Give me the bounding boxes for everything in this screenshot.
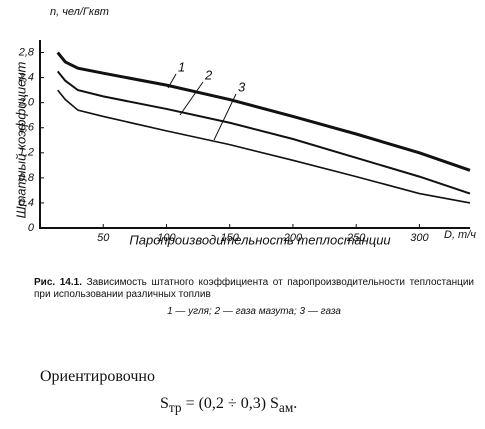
caption-title: Зависимость штатного коэффициента от пар… — [34, 277, 474, 300]
x-tick-label: 300 — [410, 232, 429, 244]
formula-sub: ам — [278, 400, 294, 416]
x-tick-label: 150 — [221, 232, 240, 244]
y-tick-label: 0 — [28, 222, 35, 234]
line-series — [56, 51, 471, 172]
formula: Sтр = (0,2 ÷ 0,3) Sам. — [160, 395, 297, 416]
y-tick-label: 0,4 — [19, 197, 34, 209]
formula-part: . — [293, 395, 298, 412]
paragraph: Ориентировочно — [40, 368, 155, 385]
leader-line — [213, 93, 237, 141]
y-tick-label: 0,8 — [19, 172, 35, 184]
axes — [39, 40, 470, 229]
y-tick-label: 2,8 — [18, 46, 35, 58]
leader-line — [179, 81, 204, 116]
y-tick-label: 1,2 — [19, 147, 34, 159]
series-label: 1 — [178, 59, 185, 74]
y-tick-label: 1,6 — [19, 122, 35, 134]
line-series — [56, 70, 471, 195]
formula-part: = (0,2 ÷ 0,3) S — [185, 395, 279, 412]
x-tick-label: 250 — [346, 232, 366, 244]
x-axis-unit: D, т/ч — [444, 229, 476, 241]
y-tick-label: 2,0 — [18, 97, 35, 109]
caption: Рис. 14.1. Зависимость штатного коэффици… — [34, 277, 474, 301]
formula-part: S — [160, 395, 169, 412]
formula-sub: тр — [168, 400, 182, 416]
x-tick-label: 50 — [97, 232, 110, 244]
caption-legend: 1 — угля; 2 — газа мазута; 3 — газа — [167, 306, 341, 317]
series-label: 2 — [204, 67, 213, 82]
x-tick-label: 100 — [157, 232, 176, 244]
y-axis-label: Штатный коэффициент — [13, 61, 28, 218]
y-tick-label: 2,4 — [18, 72, 34, 84]
series-label: 3 — [238, 79, 246, 94]
x-axis-label: Паропроизводительность теплостанции — [129, 232, 390, 247]
leader-line — [167, 73, 177, 89]
line-series — [57, 89, 471, 204]
y-axis-unit: n, чел/Гквт — [50, 6, 109, 18]
x-tick-label: 200 — [283, 232, 303, 244]
caption-number: Рис. 14.1. — [34, 277, 82, 288]
chart: Штатный коэффициент n, чел/Гквт Паропрои… — [13, 6, 476, 248]
